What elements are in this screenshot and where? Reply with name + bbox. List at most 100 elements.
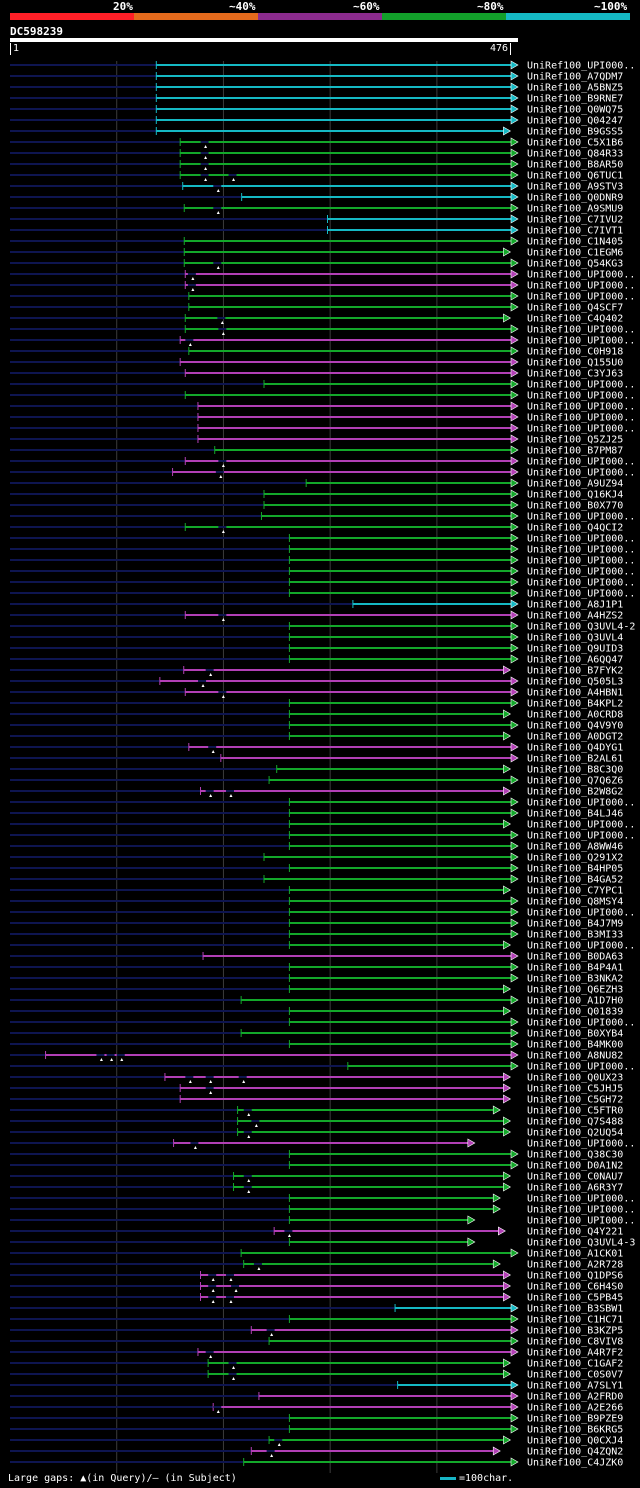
- hit-row[interactable]: UniRef100_A8WW46: [10, 841, 623, 853]
- hit-label[interactable]: UniRef100_A6QQ47: [527, 655, 623, 666]
- hit-label[interactable]: UniRef100_B7FYK2: [527, 666, 623, 677]
- hit-label[interactable]: UniRef100_UPI000..: [527, 820, 635, 831]
- hit-row[interactable]: UniRef100_UPI000..: [10, 401, 635, 413]
- hit-row[interactable]: UniRef100_A9UZ94: [10, 478, 623, 490]
- hit-label[interactable]: UniRef100_Q0CXJ4: [527, 1436, 623, 1447]
- hit-label[interactable]: UniRef100_UPI000..: [527, 567, 635, 578]
- hit-label[interactable]: UniRef100_A0DGT2: [527, 732, 623, 743]
- hit-row[interactable]: UniRef100_UPI000..: [10, 819, 635, 831]
- hit-label[interactable]: UniRef100_Q3UVL4-2: [527, 622, 635, 633]
- hit-row[interactable]: UniRef100_UPI000..: [10, 467, 635, 479]
- hit-label[interactable]: UniRef100_Q291X2: [527, 853, 623, 864]
- hit-row[interactable]: UniRef100_UPI000..: [10, 1204, 635, 1216]
- hit-label[interactable]: UniRef100_UPI000..: [527, 292, 635, 303]
- hit-row[interactable]: UniRef100_D0A1N2: [10, 1160, 623, 1172]
- hit-label[interactable]: UniRef100_A8NU82: [527, 1051, 623, 1062]
- hit-label[interactable]: UniRef100_A7SLY1: [527, 1381, 623, 1392]
- hit-label[interactable]: UniRef100_A4R7F2: [527, 1348, 623, 1359]
- hit-label[interactable]: UniRef100_C0H918: [527, 347, 623, 358]
- hit-row[interactable]: UniRef100_B8C3Q0: [10, 764, 623, 776]
- hit-row[interactable]: UniRef100_B4LJ46: [10, 808, 623, 820]
- hit-row[interactable]: UniRef100_A2E266: [10, 1402, 623, 1414]
- hit-row[interactable]: UniRef100_C0NAU7: [10, 1171, 623, 1183]
- hit-row[interactable]: UniRef100_UPI000..: [10, 269, 635, 281]
- hit-label[interactable]: UniRef100_Q4SCF7: [527, 303, 623, 314]
- hit-row[interactable]: UniRef100_Q4V9Y0: [10, 720, 623, 732]
- hit-row[interactable]: UniRef100_A6R3Y7: [10, 1182, 623, 1194]
- hit-label[interactable]: UniRef100_Q54KG3: [527, 259, 623, 270]
- hit-row[interactable]: UniRef100_B9GSS5: [10, 126, 623, 138]
- hit-row[interactable]: UniRef100_Q8MSY4: [10, 896, 623, 908]
- hit-label[interactable]: UniRef100_UPI000..: [527, 512, 635, 523]
- hit-label[interactable]: UniRef100_B9GSS5: [527, 127, 623, 138]
- hit-label[interactable]: UniRef100_Q01839: [527, 1007, 623, 1018]
- hit-label[interactable]: UniRef100_Q155U0: [527, 358, 623, 369]
- hit-label[interactable]: UniRef100_B4HP05: [527, 864, 623, 875]
- hit-label[interactable]: UniRef100_B6KRG5: [527, 1425, 623, 1436]
- hit-row[interactable]: UniRef100_UPI000..: [10, 280, 635, 292]
- hit-row[interactable]: UniRef100_UPI000..: [10, 335, 635, 347]
- hit-label[interactable]: UniRef100_Q84R33: [527, 149, 623, 160]
- hit-row[interactable]: UniRef100_Q9UID3: [10, 643, 623, 655]
- hit-label[interactable]: UniRef100_UPI000..: [527, 468, 635, 479]
- hit-label[interactable]: UniRef100_UPI000..: [527, 391, 635, 402]
- hit-row[interactable]: UniRef100_A2R728: [10, 1259, 623, 1271]
- hit-row[interactable]: UniRef100_UPI000..: [10, 291, 635, 303]
- hit-row[interactable]: UniRef100_C1N405: [10, 236, 623, 248]
- hit-label[interactable]: UniRef100_UPI000..: [527, 589, 635, 600]
- hit-label[interactable]: UniRef100_UPI000..: [527, 908, 635, 919]
- hit-label[interactable]: UniRef100_B3NKA2: [527, 974, 623, 985]
- hit-label[interactable]: UniRef100_UPI000..: [527, 798, 635, 809]
- hit-label[interactable]: UniRef100_Q38C30: [527, 1150, 623, 1161]
- hit-label[interactable]: UniRef100_B0X770: [527, 501, 623, 512]
- hit-row[interactable]: UniRef100_Q3UVL4-2: [10, 621, 635, 633]
- hit-row[interactable]: UniRef100_C5JHJ5: [10, 1083, 623, 1095]
- hit-row[interactable]: UniRef100_A4R7F2: [10, 1347, 623, 1359]
- hit-label[interactable]: UniRef100_B2W8G2: [527, 787, 623, 798]
- hit-label[interactable]: UniRef100_A5BNZ5: [527, 83, 623, 94]
- hit-label[interactable]: UniRef100_C0NAU7: [527, 1172, 623, 1183]
- hit-row[interactable]: UniRef100_C7IVU2: [10, 214, 623, 226]
- hit-label[interactable]: UniRef100_UPI000..: [527, 336, 635, 347]
- hit-label[interactable]: UniRef100_UPI000..: [527, 1139, 635, 1150]
- hit-row[interactable]: UniRef100_UPI000..: [10, 390, 635, 402]
- hit-label[interactable]: UniRef100_Q4ZQN2: [527, 1447, 623, 1458]
- hit-row[interactable]: UniRef100_B7PM87: [10, 445, 623, 457]
- hit-row[interactable]: UniRef100_UPI000..: [10, 1061, 635, 1073]
- hit-label[interactable]: UniRef100_C7IVU2: [527, 215, 623, 226]
- hit-row[interactable]: UniRef100_Q7S488: [10, 1116, 623, 1128]
- hit-row[interactable]: UniRef100_Q4QCI2: [10, 522, 623, 534]
- hit-row[interactable]: UniRef100_C0S0V7: [10, 1369, 623, 1381]
- hit-row[interactable]: UniRef100_B0XYB4: [10, 1028, 623, 1040]
- hit-row[interactable]: UniRef100_B2W8G2: [10, 786, 623, 798]
- hit-row[interactable]: UniRef100_A9STV3: [10, 181, 623, 193]
- hit-row[interactable]: UniRef100_B8AR50: [10, 159, 623, 171]
- hit-row[interactable]: UniRef100_B6KRG5: [10, 1424, 623, 1436]
- hit-row[interactable]: UniRef100_Q505L3: [10, 676, 623, 688]
- hit-label[interactable]: UniRef100_UPI000..: [527, 457, 635, 468]
- hit-label[interactable]: UniRef100_B4LJ46: [527, 809, 623, 820]
- hit-label[interactable]: UniRef100_UPI000..: [527, 1062, 635, 1073]
- hit-label[interactable]: UniRef100_B4GA52: [527, 875, 623, 886]
- hit-row[interactable]: UniRef100_B4P4A1: [10, 962, 623, 974]
- hit-label[interactable]: UniRef100_C5GH72: [527, 1095, 623, 1106]
- hit-label[interactable]: UniRef100_A7QDM7: [527, 72, 623, 83]
- hit-label[interactable]: UniRef100_UPI000..: [527, 402, 635, 413]
- hit-row[interactable]: UniRef100_Q84R33: [10, 148, 623, 160]
- hit-label[interactable]: UniRef100_C1EGM6: [527, 248, 623, 259]
- hit-label[interactable]: UniRef100_UPI000..: [527, 578, 635, 589]
- hit-label[interactable]: UniRef100_A9SMU9: [527, 204, 623, 215]
- hit-label[interactable]: UniRef100_C0S0V7: [527, 1370, 623, 1381]
- hit-label[interactable]: UniRef100_UPI000..: [527, 1205, 635, 1216]
- hit-label[interactable]: UniRef100_A8J1P1: [527, 600, 623, 611]
- hit-row[interactable]: UniRef100_A8J1P1: [10, 599, 623, 611]
- hit-label[interactable]: UniRef100_Q0DNR9: [527, 193, 623, 204]
- hit-row[interactable]: UniRef100_A4HZS2: [10, 610, 623, 622]
- hit-row[interactable]: UniRef100_UPI000..: [10, 379, 635, 391]
- hit-label[interactable]: UniRef100_A0CRD8: [527, 710, 623, 721]
- hit-row[interactable]: UniRef100_C5X1B6: [10, 137, 623, 149]
- hit-row[interactable]: UniRef100_A0DGT2: [10, 731, 623, 743]
- hit-label[interactable]: UniRef100_C5JHJ5: [527, 1084, 623, 1095]
- hit-label[interactable]: UniRef100_C1GAF2: [527, 1359, 623, 1370]
- hit-label[interactable]: UniRef100_Q4DYG1: [527, 743, 623, 754]
